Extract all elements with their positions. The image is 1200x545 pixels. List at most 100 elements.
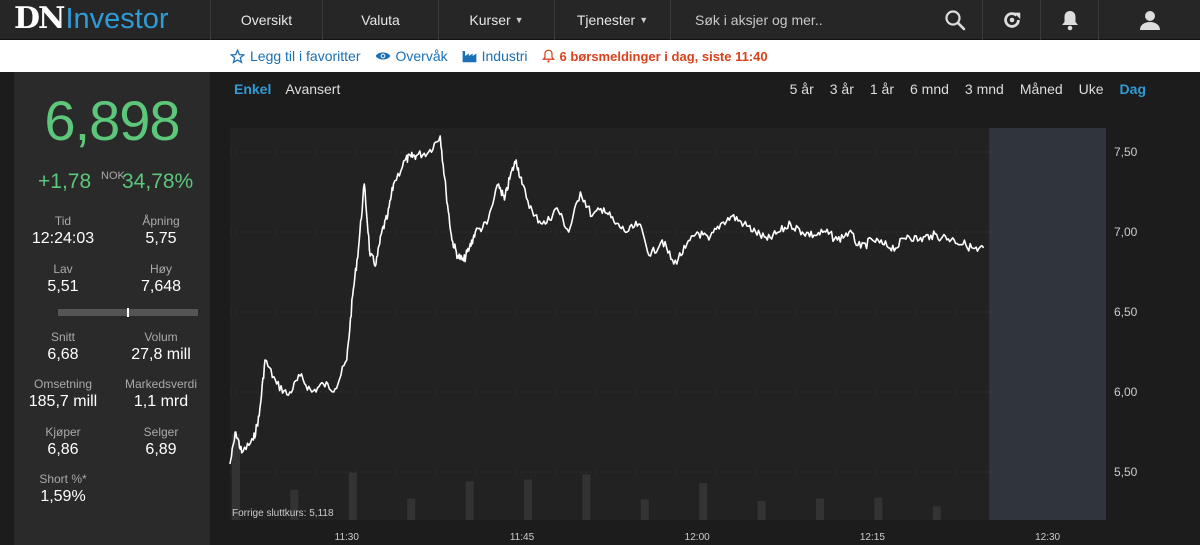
action-bar-spacer [0,40,210,72]
stock-notices-link[interactable]: 6 børsmeldinger i dag, siste 11:40 [541,48,768,64]
nav-label: Kurser [469,12,511,28]
y-tick-label: 6,50 [1114,305,1138,319]
watch-link[interactable]: Overvåk [375,48,448,64]
stat-label: Omsetning [33,377,93,391]
nav-kurser[interactable]: Kurser ▼ [438,0,554,40]
stat-bid: Kjøper 6,86 [14,424,112,460]
main-nav: Oversikt Valuta Kurser ▼ Tjenester ▼ [210,0,670,40]
volume-bar [816,498,824,520]
volume-bar [699,483,708,520]
factory-icon [462,51,476,63]
volume-bar [582,474,591,520]
tab-enkel[interactable]: Enkel [234,81,272,97]
search-box [670,0,982,40]
stock-notices-label: 6 børsmeldinger i dag, siste 11:40 [559,48,768,64]
stat-value: 27,8 mill [131,346,191,363]
stat-label: Kjøper [45,425,81,439]
plot-background [230,128,1106,520]
x-tick-label: 11:30 [335,532,360,543]
refresh-icon [1003,12,1020,28]
volume-bar [757,501,766,520]
period-1y[interactable]: 1 år [869,81,894,97]
period-month[interactable]: Måned [1019,81,1063,97]
day-range-marker [127,308,129,317]
volume-bar [932,506,941,520]
user-icon [1139,11,1160,30]
stat-value: 6,86 [47,441,79,458]
add-favorite-label: Legg til i favoritter [250,48,361,64]
stat-value: 5,75 [145,230,177,247]
stat-value: 1,59% [40,488,86,505]
nav-label: Valuta [361,12,400,28]
nav-valuta[interactable]: Valuta [322,0,438,40]
action-bar: Legg til i favoritter Overvåk Industri 6… [0,40,1200,72]
y-tick-label: 7,00 [1114,225,1138,239]
dn-investor-logo[interactable]: DN Investor [14,3,169,36]
price-line [229,135,985,465]
stat-value: 1,1 mrd [133,393,189,410]
stat-ask: Selger 6,89 [112,424,210,460]
notifications-button[interactable] [1040,0,1098,40]
stat-label: Markedsverdi [124,377,198,391]
price-chart[interactable]: 5,50 6,00 6,50 7,00 7,50 11:30 11:45 12:00 12:1… [210,72,1200,545]
stat-value: 6,89 [145,441,177,458]
stat-average: Snitt 6,68 [14,329,112,365]
period-selector: 5 år 3 år 1 år 6 mnd 3 mnd Måned Uke Dag [774,81,1146,97]
stat-value: 185,7 mill [28,393,98,410]
search-icon[interactable] [943,8,967,32]
refresh-button[interactable] [982,0,1040,40]
x-tick-label: 11:45 [510,532,535,543]
nav-tjenester[interactable]: Tjenester ▼ [554,0,670,40]
tab-avansert[interactable]: Avansert [285,81,341,97]
chevron-down-icon: ▼ [514,15,524,25]
period-3m[interactable]: 3 mnd [964,81,1004,97]
period-5y[interactable]: 5 år [789,81,814,97]
y-tick-label: 7,50 [1114,145,1138,159]
period-day[interactable]: Dag [1119,81,1146,97]
action-links: Legg til i favoritter Overvåk Industri 6… [230,40,782,72]
stat-label: Short %* [39,472,87,486]
stat-label: Åpning [142,214,180,228]
period-3y[interactable]: 3 år [829,81,854,97]
stat-short: Short %* 1,59% [14,471,112,507]
user-button[interactable] [1098,0,1200,40]
volume-bar [348,472,357,520]
bell-icon [1061,11,1078,31]
volume-bar [290,489,299,520]
stat-label: Volum [144,330,178,344]
stat-value: 7,648 [140,278,182,295]
chart-mode-tabs: Enkel Avansert [234,81,354,97]
period-6m[interactable]: 6 mnd [909,81,949,97]
stat-label: Lav [53,262,73,276]
stat-value: 6,68 [47,346,79,363]
y-tick-label: 6,00 [1114,385,1138,399]
stat-low: Lav 5,51 [14,261,112,297]
volume-bar [407,498,416,520]
industry-link[interactable]: Industri [462,48,528,64]
quote-panel: 6,898 +1,78 NOK 34,78% Tid 12:24:03 Åpnin… [14,72,210,545]
volume-bar [232,434,240,520]
x-tick-label: 12:30 [1035,532,1060,543]
stat-open: Åpning 5,75 [112,213,210,249]
period-week[interactable]: Uke [1078,81,1104,97]
eye-icon [375,52,390,60]
industry-label: Industri [481,48,528,64]
add-favorite-link[interactable]: Legg til i favoritter [230,48,361,64]
currency-label: NOK [101,170,125,182]
stat-label: Høy [150,262,172,276]
price-change: +1,78 [38,170,92,193]
stat-time: Tid 12:24:03 [14,213,112,249]
chevron-down-icon: ▼ [639,15,649,25]
volume-bar [524,479,532,520]
price-change-percent: 34,78% [122,170,194,193]
search-input[interactable] [695,10,925,30]
nav-oversikt[interactable]: Oversikt [210,0,322,40]
star-icon [230,48,245,64]
stat-market-cap: Markedsverdi 1,1 mrd [112,376,210,412]
stat-turnover: Omsetning 185,7 mill [14,376,112,412]
y-tick-label: 5,50 [1114,465,1138,479]
stat-high: Høy 7,648 [112,261,210,297]
volume-bar [465,481,474,520]
chart-panel: Enkel Avansert 5 år 3 år 1 år 6 mnd 3 mn… [210,72,1200,545]
volume-bar [874,497,883,520]
